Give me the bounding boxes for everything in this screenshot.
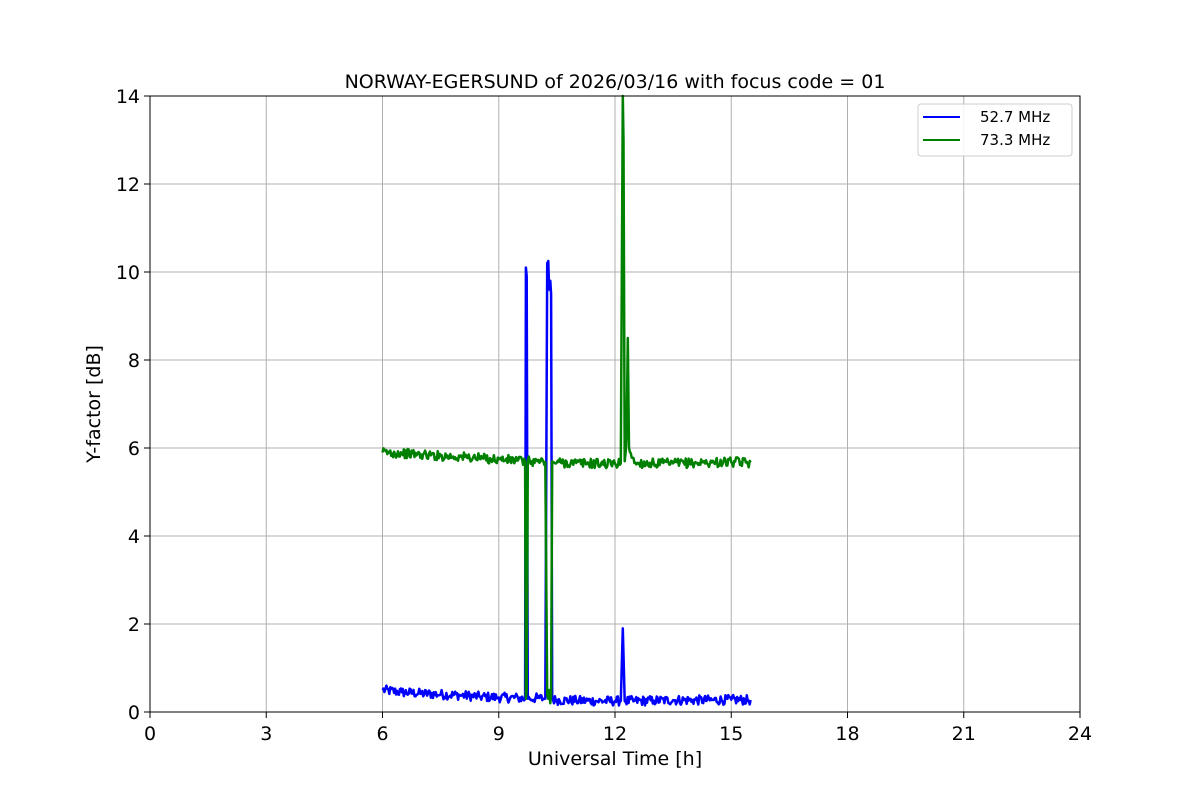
series-line-73-3-mhz (381, 94, 752, 705)
y-tick-label: 2 (128, 614, 140, 636)
legend-label-52-7: 52.7 MHz (980, 108, 1050, 126)
chart-title: NORWAY-EGERSUND of 2026/03/16 with focus… (345, 71, 886, 93)
legend-label-73-3: 73.3 MHz (980, 131, 1050, 149)
x-tick-label: 6 (376, 723, 388, 745)
y-tick-label: 0 (128, 702, 140, 724)
y-tick-label: 12 (116, 174, 140, 196)
x-tick-label: 24 (1068, 723, 1092, 745)
x-tick-label: 3 (260, 723, 272, 745)
x-tick-label: 21 (952, 723, 976, 745)
series-layer (381, 94, 752, 707)
x-tick-label: 9 (493, 723, 505, 745)
series-line-52-7-mhz (381, 259, 752, 707)
y-tick-label: 8 (128, 350, 140, 372)
x-axis-label: Universal Time [h] (528, 748, 702, 770)
y-tick-label: 10 (116, 262, 140, 284)
y-axis-label: Y-factor [dB] (83, 345, 105, 464)
y-tick-label: 6 (128, 438, 140, 460)
x-tick-label: 0 (144, 723, 156, 745)
legend: 52.7 MHz 73.3 MHz (917, 103, 1073, 157)
x-tick-label: 15 (719, 723, 743, 745)
y-tick-label: 14 (116, 86, 140, 108)
y-tick-label: 4 (128, 526, 140, 548)
x-tick-label: 12 (603, 723, 627, 745)
x-tick-label: 18 (835, 723, 859, 745)
